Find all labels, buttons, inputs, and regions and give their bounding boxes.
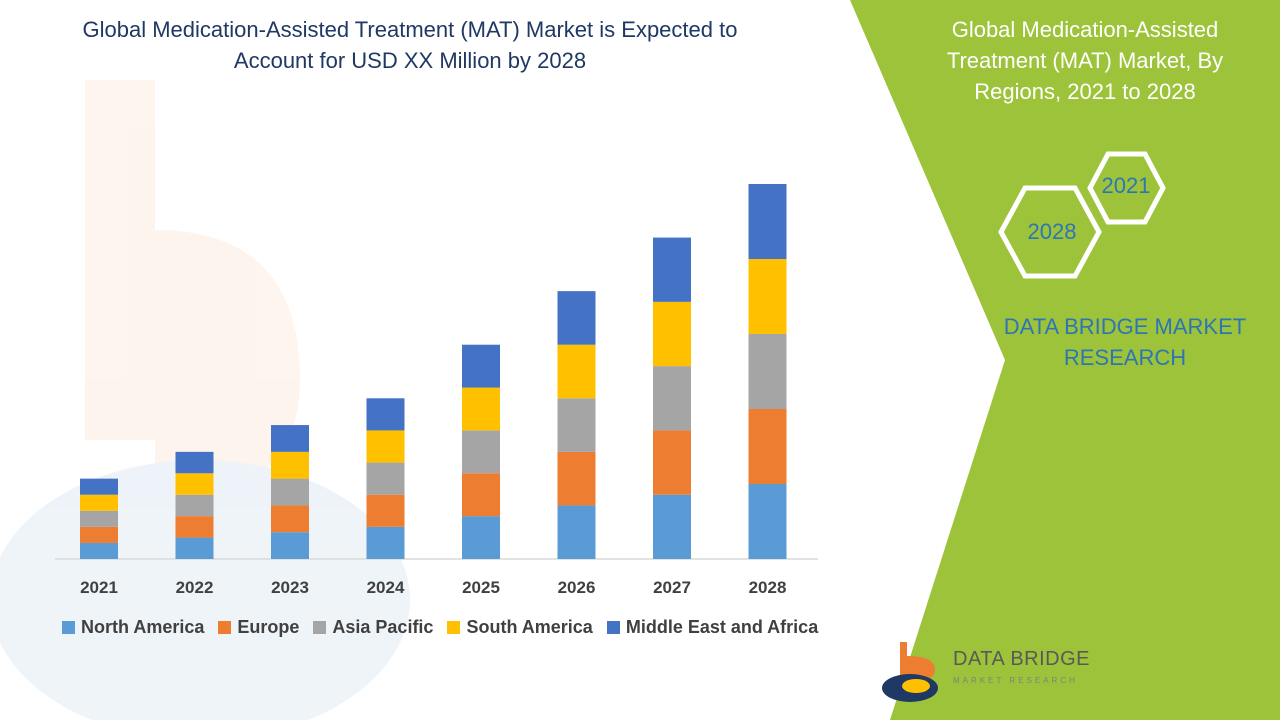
bar-europe-2021: [80, 526, 118, 543]
chart-title: Global Medication-Assisted Treatment (MA…: [82, 17, 738, 73]
bar-north-america-2023: [271, 532, 309, 559]
x-tick-label: 2022: [176, 578, 214, 597]
bar-europe-2028: [748, 409, 787, 484]
bar-asia-pacific-2027: [653, 366, 691, 431]
legend-label: Middle East and Africa: [625, 617, 819, 637]
bar-middle-east-and-africa-2023: [271, 425, 309, 452]
x-tick-label: 2021: [80, 578, 118, 597]
legend-item: Europe: [218, 617, 299, 638]
legend-label: North America: [81, 617, 205, 637]
x-tick-label: 2026: [558, 578, 596, 597]
legend-swatch: [447, 621, 461, 634]
legend-item: North America: [62, 617, 204, 638]
bar-south-america-2025: [462, 387, 500, 431]
bar-middle-east-and-africa-2026: [557, 291, 596, 345]
bar-europe-2027: [653, 430, 691, 495]
bar-middle-east-and-africa-2028: [748, 184, 787, 259]
bar-south-america-2027: [653, 301, 691, 367]
bar-middle-east-and-africa-2021: [80, 478, 118, 495]
bar-north-america-2022: [175, 537, 214, 559]
brand-text: DATA BRIDGE MARKET RESEARCH: [1003, 314, 1247, 370]
bar-south-america-2021: [80, 494, 118, 511]
panel-title: Global Medication-Assisted Treatment (MA…: [946, 17, 1224, 104]
x-tick-labels: 2021 2022 2023 2024 2025 2026 2027 2028: [80, 578, 786, 597]
bar-middle-east-and-africa-2027: [653, 237, 691, 302]
legend-label: South America: [466, 617, 593, 637]
x-tick-label: 2024: [367, 578, 405, 597]
x-tick-label: 2027: [653, 578, 691, 597]
bar-north-america-2027: [653, 494, 691, 559]
chart-legend: North America Europe Asia Pacific South Ame…: [62, 617, 818, 638]
legend-item: Asia Pacific: [313, 617, 433, 638]
legend-item: Middle East and Africa: [606, 617, 819, 638]
bar-north-america-2021: [80, 542, 118, 559]
bar-europe-2023: [271, 505, 309, 533]
legend-swatch: [606, 621, 620, 634]
bar-europe-2024: [366, 494, 405, 527]
bar-north-america-2024: [366, 526, 405, 559]
bar-europe-2022: [175, 516, 214, 538]
hex-label-start: 2021: [1101, 173, 1151, 198]
bar-group: [80, 184, 787, 559]
hex-label-end: 2028: [1027, 219, 1077, 244]
x-tick-label: 2025: [462, 578, 500, 597]
bar-asia-pacific-2028: [748, 334, 787, 409]
legend-swatch: [62, 621, 75, 634]
bar-north-america-2026: [557, 505, 596, 559]
bar-north-america-2028: [748, 484, 787, 559]
bar-south-america-2022: [175, 473, 214, 495]
hexagon-2021: [1087, 151, 1166, 225]
bar-south-america-2023: [271, 451, 309, 479]
bar-asia-pacific-2021: [80, 510, 118, 527]
bar-asia-pacific-2023: [271, 478, 309, 506]
bar-middle-east-and-africa-2024: [366, 398, 405, 431]
logo-tagline: MARKET RESEARCH: [953, 676, 1078, 685]
hexagon-2028: [998, 185, 1102, 279]
logo-name: DATA BRIDGE: [953, 648, 1091, 670]
bar-europe-2025: [462, 473, 500, 517]
bar-south-america-2028: [748, 259, 787, 334]
bar-middle-east-and-africa-2025: [462, 344, 500, 388]
legend-item: South America: [447, 617, 593, 638]
bar-south-america-2026: [557, 344, 596, 399]
bar-asia-pacific-2026: [557, 398, 596, 452]
data-bridge-logo-icon: [882, 642, 938, 702]
bar-europe-2026: [557, 451, 596, 506]
bar-asia-pacific-2022: [175, 494, 214, 517]
bar-asia-pacific-2024: [366, 462, 405, 495]
legend-swatch: [313, 621, 327, 634]
legend-swatch: [218, 621, 232, 634]
bar-middle-east-and-africa-2022: [175, 451, 214, 474]
x-tick-label: 2023: [271, 578, 309, 597]
x-tick-label: 2028: [749, 578, 787, 597]
bar-asia-pacific-2025: [462, 430, 500, 474]
bar-north-america-2025: [462, 516, 500, 559]
bar-south-america-2024: [366, 430, 405, 463]
legend-label: Asia Pacific: [332, 617, 434, 637]
legend-label: Europe: [237, 617, 300, 637]
side-panel: [850, 0, 1280, 720]
